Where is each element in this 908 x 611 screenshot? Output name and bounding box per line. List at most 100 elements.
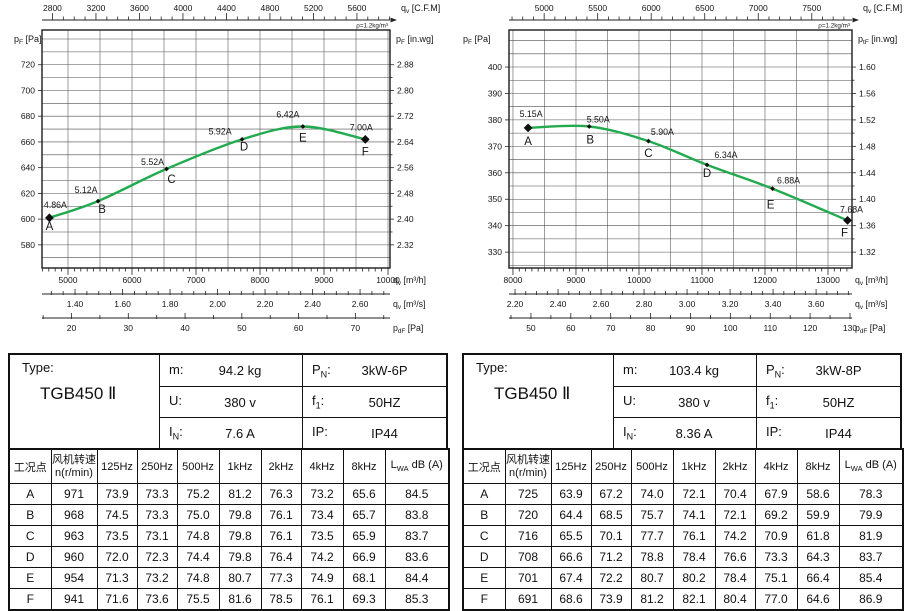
tick-label: 1.36 — [859, 221, 876, 231]
table-cell: 77.7 — [630, 525, 674, 547]
table-cell: 72.2 — [590, 567, 632, 589]
tick-label: 640 — [21, 163, 35, 173]
table-cell: 83.6 — [384, 546, 450, 568]
curve-point-D: 5.92A D — [209, 126, 249, 153]
table-cell: 78.4 — [672, 546, 716, 568]
point-marker-icon — [646, 138, 651, 144]
row-point: B — [462, 504, 506, 526]
inwg-axis-label: ptF [in.wg] — [858, 34, 897, 46]
tick-label: 2.48 — [397, 188, 414, 198]
tick-label: 30 — [124, 323, 134, 333]
pa-axis: 720 700 680 660 640 620 600 580 pF [Pa] — [14, 34, 42, 250]
m3s-axis-label: qv [m³/s] — [393, 299, 426, 311]
tick-label: 50 — [526, 323, 536, 333]
row-point: C — [462, 525, 506, 547]
point-current-label: 5.52A — [141, 157, 164, 167]
type-label: Type: — [22, 360, 54, 375]
table-cell: 82.1 — [672, 588, 716, 611]
row-speed: 701 — [504, 567, 552, 589]
table-row: E 954 71.3 73.2 74.8 80.7 77.3 74.9 68.1 84.4 — [8, 567, 450, 589]
spec-value: 50HZ — [368, 394, 401, 410]
speed-line2: n(r/min) — [509, 466, 547, 479]
point-letter-label: A — [46, 221, 54, 233]
point-letter-label: B — [98, 204, 106, 216]
spec-ip: IP: IP44 — [757, 417, 902, 448]
table-cell: 85.3 — [384, 588, 450, 611]
tick-label: 5500 — [588, 3, 607, 13]
plot-border — [41, 29, 391, 269]
tick-label: 3.60 — [808, 299, 825, 309]
table-cell: 74.4 — [176, 546, 220, 568]
col-header-lwa: LWA dB (A) — [838, 448, 904, 484]
point-letter-label: F — [841, 227, 848, 239]
table-cell: 74.1 — [672, 504, 716, 526]
row-speed: 954 — [50, 567, 98, 589]
col-header-point: 工况点 — [462, 448, 506, 484]
spec-key: IN: — [623, 424, 637, 442]
row-speed: 708 — [504, 546, 552, 568]
col-header-freq: 1kHz — [218, 448, 262, 484]
table-cell: 72.0 — [96, 546, 138, 568]
tick-label: 1.60 — [859, 62, 876, 72]
table-cell: 81.2 — [630, 588, 674, 611]
table-cell: 72.1 — [672, 483, 716, 505]
table-cell: 70.9 — [754, 525, 798, 547]
table-cell: 70.4 — [714, 483, 756, 505]
curve-point-E: 6.42A E — [276, 109, 307, 144]
row-point: C — [8, 525, 52, 547]
tick-label: 350 — [488, 194, 502, 204]
table-cell: 79.8 — [218, 504, 262, 526]
point-marker-icon — [523, 123, 533, 133]
type-cell: Type: TGB450 Ⅱ — [10, 355, 160, 448]
tick-label: 1.40 — [67, 299, 84, 309]
col-header-freq: 500Hz — [176, 448, 220, 484]
m3h-axis: 8000 9000 10000 11000 12000 13000 qv [m³/h] — [504, 268, 888, 287]
table-cell: 73.1 — [136, 525, 178, 547]
spec-voltage: U: 380 v — [160, 386, 303, 417]
tick-label: 380 — [488, 115, 502, 125]
m3s-axis: 1.40 1.60 1.80 2.00 2.20 2.40 2.60 qv [m³/s] — [42, 289, 426, 311]
tick-label: 130 — [843, 323, 857, 333]
m3s-axis: 2.20 2.40 2.60 2.80 3.00 3.20 3.40 3.60 qv [m³/s… — [507, 289, 888, 311]
fan-curve-svg: 5000 5500 6000 6500 7000 7500 qv [C.F.M] ρ=1.2k… — [463, 3, 902, 335]
tick-label: 620 — [21, 188, 35, 198]
col-header-freq: 4kHz — [300, 448, 344, 484]
table-cell: 74.2 — [300, 546, 344, 568]
tick-label: 3600 — [130, 3, 149, 13]
table-cell: 69.3 — [342, 588, 386, 611]
acoustic-table: 工况点 风机转速 n(r/min) 125Hz 250Hz 500Hz 1kHz 2kHz 4k… — [462, 448, 904, 611]
tick-label: 20 — [67, 323, 77, 333]
point-current-label: 6.34A — [715, 150, 738, 160]
curve-point-A: 5.15A A — [520, 109, 543, 148]
table-cell: 81.6 — [218, 588, 262, 611]
tick-label: 8000 — [504, 275, 523, 285]
tick-label: 1.40 — [859, 194, 876, 204]
model-name: TGB450 Ⅱ — [40, 384, 117, 403]
tick-label: 680 — [21, 111, 35, 121]
col-header-freq: 250Hz — [136, 448, 178, 484]
point-current-label: 6.42A — [276, 109, 299, 119]
tick-label: 5600 — [347, 3, 366, 13]
point-marker-icon — [300, 124, 306, 129]
curve-point-E: 6.88A E — [767, 176, 800, 212]
spec-value: 8.36 A — [675, 425, 713, 441]
point-letter-label: D — [703, 168, 711, 180]
cfm-axis: 2800 3200 3600 4000 4400 4800 5200 5600 qv [C.F.… — [42, 3, 440, 30]
plot-border — [508, 29, 853, 269]
point-current-label: 7.68A — [840, 204, 863, 214]
tick-label: 2.80 — [397, 85, 414, 95]
tick-label: 390 — [488, 88, 502, 98]
point-marker-icon — [360, 134, 370, 144]
table-cell: 66.4 — [796, 567, 840, 589]
point-current-label: 5.15A — [520, 109, 543, 119]
table-cell: 75.1 — [754, 567, 798, 589]
table-cell: 72.1 — [714, 504, 756, 526]
type-label: Type: — [476, 360, 508, 375]
table-cell: 65.6 — [342, 483, 386, 505]
tick-label: 2.60 — [352, 299, 369, 309]
pdf-axis: 20 30 40 50 60 70 pdF [Pa] — [42, 313, 423, 335]
row-point: A — [462, 483, 506, 505]
table-cell: 74.0 — [630, 483, 674, 505]
tick-label: 1.44 — [859, 168, 876, 178]
